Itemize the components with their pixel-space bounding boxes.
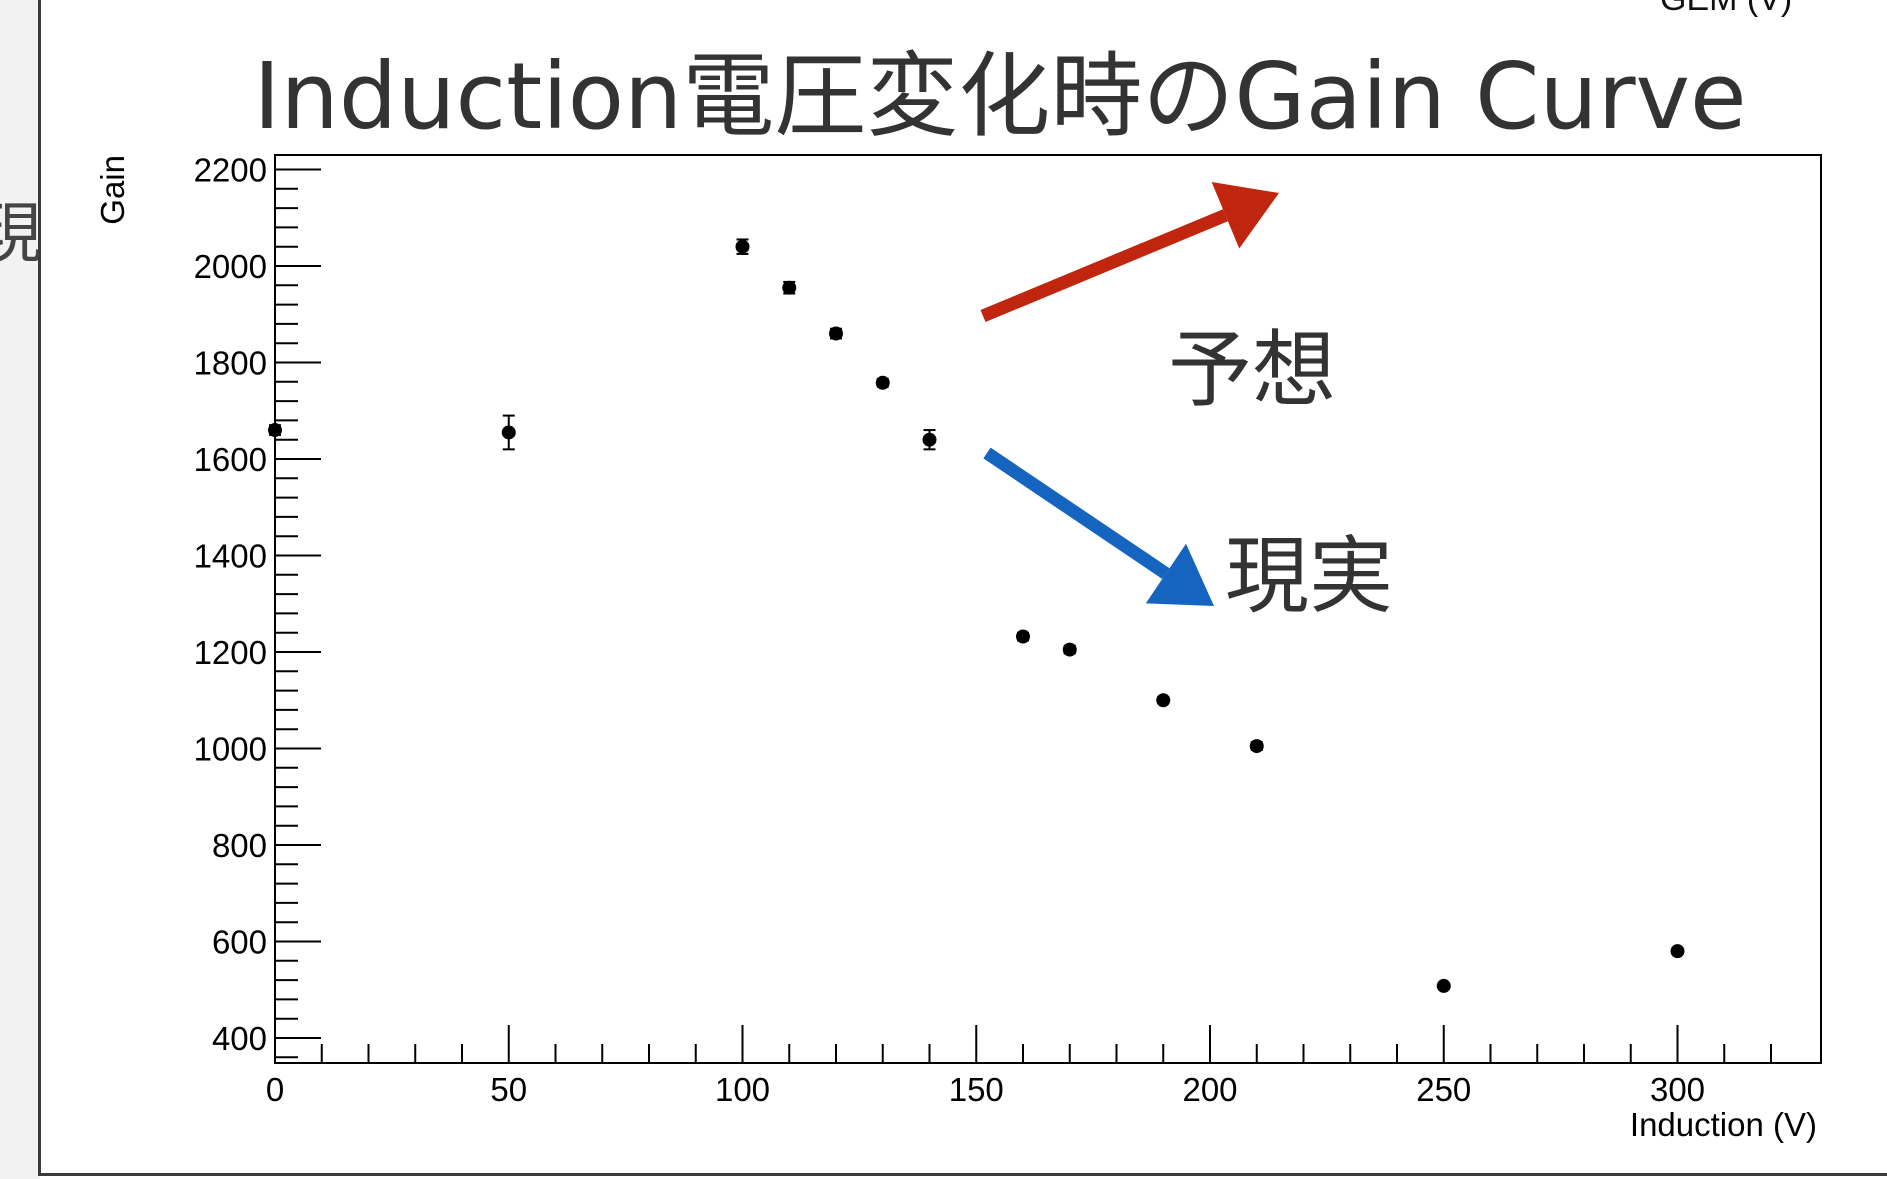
plot-frame: [274, 154, 1822, 1064]
data-marker: [922, 432, 937, 447]
x-tick-label: 200: [1182, 1071, 1237, 1108]
expected-arrow: [980, 182, 1279, 323]
cut-off-axis-label: GEM (V): [1660, 0, 1792, 19]
data-marker: [829, 326, 843, 341]
left-background-strip: [0, 0, 40, 1179]
arrow-shaft: [980, 209, 1228, 323]
x-tick-label: 100: [715, 1071, 770, 1108]
data-point: [1436, 978, 1451, 993]
annotation-reality: 現実: [1225, 527, 1394, 625]
data-point: [829, 326, 843, 341]
data-point: [1670, 944, 1685, 959]
x-tick-label: 0: [266, 1071, 284, 1108]
arrow-shaft: [983, 447, 1170, 579]
cut-off-left-character: 現: [0, 195, 42, 272]
slide-frame-bottom-border: [38, 1173, 1887, 1176]
data-marker: [1156, 693, 1171, 708]
data-point: [1156, 693, 1171, 708]
data-marker: [1249, 739, 1264, 754]
data-marker: [1436, 978, 1451, 993]
y-axis-title: Gain: [94, 155, 131, 225]
x-tick-label: 300: [1650, 1071, 1705, 1108]
y-tick-label: 1400: [194, 538, 267, 575]
data-point: [501, 414, 516, 451]
y-tick-label: 800: [212, 827, 267, 864]
y-tick-label: 1000: [194, 731, 267, 768]
data-point: [1016, 629, 1030, 644]
y-tick-label: 2000: [194, 248, 267, 285]
y-tick-label: 1800: [194, 345, 267, 382]
annotation-arrows: [980, 182, 1279, 606]
data-marker: [735, 239, 750, 254]
data-marker: [501, 425, 516, 440]
arrow-head: [1145, 543, 1214, 606]
chart-title: Induction電圧変化時のGain Curve: [253, 43, 1747, 150]
data-marker: [875, 375, 890, 390]
tick-labels: 400 600 800 1000 1200 1400 1600 1800 2000 2200 0 50…: [194, 152, 1705, 1109]
x-tick-label: 250: [1416, 1071, 1471, 1108]
x-tick-label: 150: [949, 1071, 1004, 1108]
x-axis-title: Induction (V): [1630, 1106, 1817, 1143]
axis-ticks: [274, 168, 1772, 1063]
data-marker: [1016, 629, 1030, 644]
data-point: [875, 375, 890, 390]
reality-arrow: [983, 447, 1214, 606]
y-tick-label: 600: [212, 924, 267, 961]
y-tick-label: 400: [212, 1020, 267, 1057]
annotation-expected: 予想: [1168, 321, 1337, 419]
data-marker: [782, 280, 797, 295]
data-point: [268, 423, 282, 438]
data-points: [268, 238, 1685, 993]
data-point: [1062, 642, 1077, 657]
data-point: [735, 238, 750, 255]
data-point: [782, 280, 797, 295]
slide-frame-left-border: [38, 0, 41, 1176]
arrow-head: [1211, 182, 1279, 249]
data-point: [1249, 739, 1264, 754]
y-tick-label: 1200: [194, 634, 267, 671]
data-marker: [1670, 944, 1685, 959]
data-marker: [1062, 642, 1077, 657]
x-tick-label: 50: [490, 1071, 527, 1108]
y-tick-label: 2200: [194, 152, 267, 189]
data-point: [922, 429, 937, 451]
y-tick-label: 1600: [194, 441, 267, 478]
data-marker: [268, 423, 282, 438]
